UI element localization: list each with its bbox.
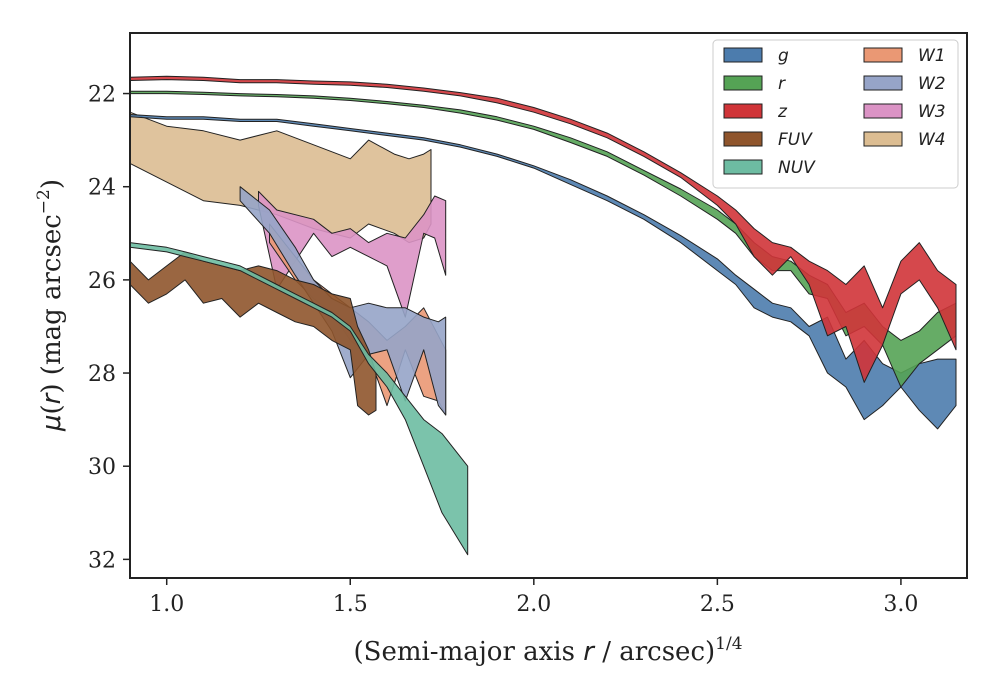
legend-swatch-w4 (863, 131, 903, 147)
legend-swatch-r (723, 75, 763, 91)
y-axis-title: μ(r) (mag arcsec−2) (34, 179, 67, 432)
legend-swatch-z (723, 103, 763, 119)
legend-label-nuv: NUV (778, 158, 816, 178)
y-tick-label: 22 (88, 83, 116, 108)
legend-label-w4: W4 (918, 130, 946, 150)
legend-label-w1: W1 (918, 46, 946, 66)
legend-label-w2: W2 (918, 74, 946, 94)
y-tick-label: 30 (88, 455, 116, 480)
band-g (129, 114, 957, 430)
y-tick-label: 24 (88, 176, 116, 201)
plot-frame (129, 32, 968, 579)
x-tick-label: 3.0 (883, 592, 918, 617)
legend-label-fuv: FUV (778, 130, 813, 150)
band-z (129, 75, 957, 383)
legend-label-r: r (778, 74, 786, 94)
x-axis-title: (Semi-major axis r / arcsec)1/4 (353, 634, 742, 667)
series-bands (129, 75, 957, 556)
band-nuv (129, 242, 469, 556)
legend-label-w3: W3 (918, 102, 946, 122)
y-tick-label: 28 (88, 362, 116, 387)
legend-swatch-nuv (723, 159, 763, 175)
band-w3 (258, 190, 447, 318)
legend-label-z: z (777, 102, 788, 122)
legend-swatch-w3 (863, 103, 903, 119)
legend-swatch-w1 (863, 47, 903, 63)
x-tick-label: 2.0 (516, 592, 551, 617)
y-axis-ticks: 22 24 26 28 30 32 (88, 83, 130, 573)
legend-swatch-fuv (723, 131, 763, 147)
legend-label-g: g (778, 46, 789, 66)
legend-swatch-g (723, 47, 763, 63)
x-tick-label: 1.0 (149, 592, 184, 617)
y-tick-label: 26 (88, 269, 116, 294)
y-tick-label: 32 (88, 548, 116, 573)
x-axis-ticks: 1.0 1.5 2.0 2.5 3.0 (149, 578, 918, 617)
x-tick-label: 1.5 (333, 592, 368, 617)
legend: grz FUV NUV W1 W2 W3 W4 (712, 39, 959, 189)
x-tick-label: 2.5 (700, 592, 735, 617)
legend-swatch-w2 (863, 75, 903, 91)
